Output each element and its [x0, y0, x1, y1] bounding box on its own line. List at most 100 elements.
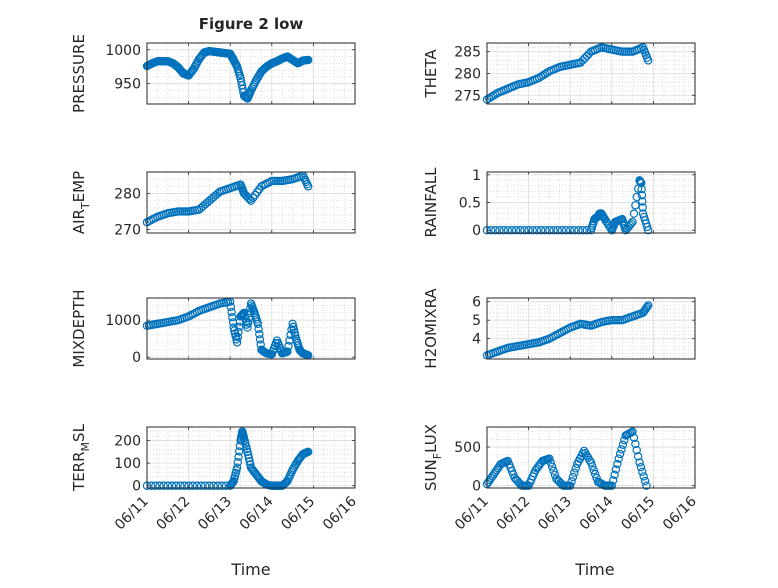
- data-point: [553, 226, 562, 235]
- data-point: [547, 462, 557, 471]
- data-point: [503, 226, 512, 235]
- data-point: [217, 481, 227, 490]
- y-axis-label: RAINFALL: [422, 167, 440, 238]
- axes-box: [486, 426, 696, 489]
- data-point: [637, 191, 647, 200]
- y-tick-label: 285: [454, 45, 481, 61]
- y-axis-label: AIRTEMP: [70, 171, 92, 234]
- data-point: [608, 476, 618, 485]
- y-axis-label: THETA: [422, 49, 440, 99]
- data-point: [642, 481, 651, 490]
- y-axis-label-subscript: T: [79, 202, 92, 210]
- data-point: [196, 481, 206, 490]
- data-point: [631, 439, 640, 449]
- data-point: [628, 427, 637, 436]
- data-point: [638, 203, 647, 212]
- data-point: [188, 481, 197, 490]
- y-axis-label-main: PRESSURE: [70, 34, 88, 113]
- data-point: [602, 217, 611, 226]
- data-point: [546, 458, 555, 467]
- data-point: [520, 226, 529, 235]
- axes-box: [486, 42, 696, 105]
- data-point: [627, 219, 636, 228]
- x-axis-label-left: Time: [230, 560, 270, 579]
- data-point: [209, 481, 218, 490]
- data-point: [489, 91, 498, 100]
- data-point: [638, 467, 647, 476]
- series-markers: [482, 427, 651, 490]
- x-tick-label: 06/16: [660, 493, 700, 533]
- data-point: [586, 458, 596, 467]
- y-axis-label-main: H2OMIXRA: [422, 288, 440, 369]
- data-point: [228, 478, 237, 488]
- series-markers: [142, 427, 313, 490]
- data-point: [566, 481, 575, 490]
- data-point: [243, 447, 252, 457]
- data-point: [636, 462, 646, 472]
- y-tick-label: 0.5: [459, 196, 481, 212]
- data-point: [524, 226, 533, 235]
- x-tick-label: 06/14: [577, 493, 617, 533]
- data-point: [244, 450, 253, 460]
- x-tick-label: 06/11: [112, 494, 152, 534]
- data-point: [176, 481, 185, 490]
- data-point: [244, 193, 253, 203]
- data-point: [571, 464, 580, 473]
- y-tick-label: 0: [472, 223, 481, 239]
- data-point: [228, 313, 237, 322]
- subplot-1: 950 1000 PRESSURE: [70, 34, 356, 113]
- y-axis-label-main: MIXDEPTH: [70, 289, 88, 367]
- axes-box: [486, 171, 696, 234]
- data-point: [570, 468, 579, 477]
- figure-title: Figure 2 low: [199, 15, 304, 33]
- x-tick-label: 06/14: [237, 493, 277, 533]
- y-tick-label: 4: [472, 332, 481, 348]
- axes-box: [146, 42, 356, 105]
- data-point: [244, 453, 254, 463]
- data-point: [580, 54, 589, 63]
- data-point: [610, 470, 619, 480]
- series-markers: [482, 301, 653, 360]
- x-tick-label: 06/16: [320, 493, 360, 533]
- y-axis-label-tail: LUX: [422, 424, 440, 453]
- data-point: [284, 341, 293, 351]
- y-axis-label: SUNFLUX: [422, 424, 444, 491]
- x-tick-label: 06/13: [535, 494, 575, 534]
- y-tick-label: 100: [114, 456, 141, 472]
- data-point: [241, 190, 250, 200]
- data-point: [242, 192, 252, 201]
- y-axis-label: MIXDEPTH: [70, 289, 88, 367]
- data-point: [644, 301, 653, 310]
- data-point: [618, 440, 628, 449]
- axes-box: [146, 426, 356, 489]
- data-point: [607, 481, 617, 490]
- data-point: [549, 466, 558, 475]
- data-point: [633, 452, 643, 461]
- data-point: [244, 318, 253, 327]
- data-point: [201, 481, 210, 490]
- y-tick-label: 950: [114, 77, 141, 93]
- axes-box: [146, 297, 356, 360]
- data-point: [243, 323, 252, 332]
- y-axis-label-main: SUN: [422, 459, 440, 491]
- data-point: [644, 226, 653, 235]
- data-point: [635, 458, 644, 467]
- data-point: [590, 469, 600, 479]
- data-point: [613, 459, 622, 469]
- y-axis-label-tail: SL: [70, 423, 88, 442]
- y-tick-label: 200: [114, 434, 141, 450]
- subplot-8: 06/11 06/12 06/13 06/14 06/15 06/16 0 500 SUNFLU…: [422, 424, 700, 533]
- data-point: [541, 226, 550, 235]
- data-point: [486, 92, 496, 102]
- data-point: [549, 226, 558, 235]
- y-tick-label: 0: [132, 350, 141, 366]
- data-point: [245, 457, 254, 466]
- y-axis-label-subscript: M: [79, 442, 92, 452]
- subplot-2: 275 280 285 THETA: [422, 42, 696, 105]
- data-point: [239, 189, 249, 198]
- data-point: [235, 322, 244, 332]
- data-point: [227, 307, 236, 317]
- data-point: [255, 335, 265, 344]
- data-point: [566, 226, 575, 235]
